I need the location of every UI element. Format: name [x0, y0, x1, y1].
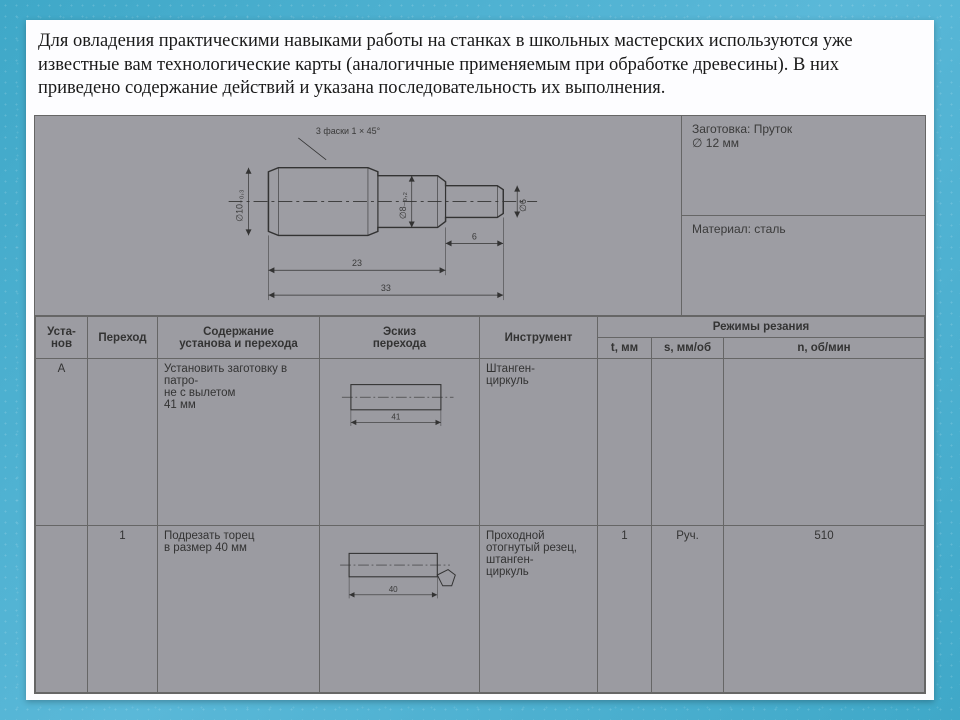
th-instr: Инструмент — [480, 317, 598, 359]
th-ustanov: Уста-нов — [36, 317, 88, 359]
dim-d-left: ∅10₋₀,₃ — [235, 189, 245, 222]
sketch-dim: 40 — [389, 585, 398, 594]
part-drawing: 3 фаски 1 × 45° — [35, 116, 681, 315]
table-row: 1 Подрезать торецв размер 40 мм — [36, 526, 925, 693]
cell-instr: Проходной отогнутый резец,штанген-циркул… — [480, 526, 598, 693]
zagotovka-cell: Заготовка: Пруток ∅ 12 мм — [682, 116, 925, 216]
th-n: n, об/мин — [724, 338, 925, 359]
dim-len-23: 23 — [352, 258, 362, 268]
cell-s: Руч. — [652, 526, 724, 693]
th-soderzh: Содержаниеустанова и перехода — [158, 317, 320, 359]
cell-ustanov: А — [36, 359, 88, 526]
cell-s — [652, 359, 724, 526]
dim-len-6: 6 — [472, 231, 477, 241]
cell-sketch: 41 — [320, 359, 480, 526]
cell-soderzh: Установить заготовку в патро-не с вылето… — [158, 359, 320, 526]
cell-perehod — [88, 359, 158, 526]
intro-paragraph: Для овладения практическими навыками раб… — [26, 20, 934, 115]
sketch-dim: 41 — [391, 413, 400, 422]
dim-len-33: 33 — [381, 283, 391, 293]
cell-t: 1 — [598, 526, 652, 693]
cell-n: 510 — [724, 526, 925, 693]
th-perehod: Переход — [88, 317, 158, 359]
dim-d-right: ∅6 — [518, 199, 528, 212]
cell-soderzh: Подрезать торецв размер 40 мм — [158, 526, 320, 693]
table-row: А Установить заготовку в патро-не с выле… — [36, 359, 925, 526]
th-s: s, мм/об — [652, 338, 724, 359]
process-table: Уста-нов Переход Содержаниеустанова и пе… — [35, 316, 925, 693]
cell-sketch: 40 — [320, 526, 480, 693]
th-t: t, мм — [598, 338, 652, 359]
chamfer-note: 3 фаски 1 × 45° — [316, 126, 381, 136]
dim-d-mid: ∅8₋₀,₂ — [398, 191, 408, 219]
th-eskiz: Эскизперехода — [320, 317, 480, 359]
th-rezhimy: Режимы резания — [598, 317, 925, 338]
cell-n — [724, 359, 925, 526]
top-zone: 3 фаски 1 × 45° — [35, 116, 925, 316]
tech-card: 3 фаски 1 × 45° — [34, 115, 926, 694]
cell-ustanov — [36, 526, 88, 693]
zagotovka-line2: ∅ 12 мм — [692, 136, 739, 150]
info-column: Заготовка: Пруток ∅ 12 мм Материал: стал… — [681, 116, 925, 315]
cell-perehod: 1 — [88, 526, 158, 693]
zagotovka-line1: Заготовка: Пруток — [692, 122, 792, 136]
cell-t — [598, 359, 652, 526]
material-cell: Материал: сталь — [682, 216, 925, 315]
cell-instr: Штанген-циркуль — [480, 359, 598, 526]
material-text: Материал: сталь — [692, 222, 786, 236]
slide: Для овладения практическими навыками раб… — [26, 20, 934, 700]
